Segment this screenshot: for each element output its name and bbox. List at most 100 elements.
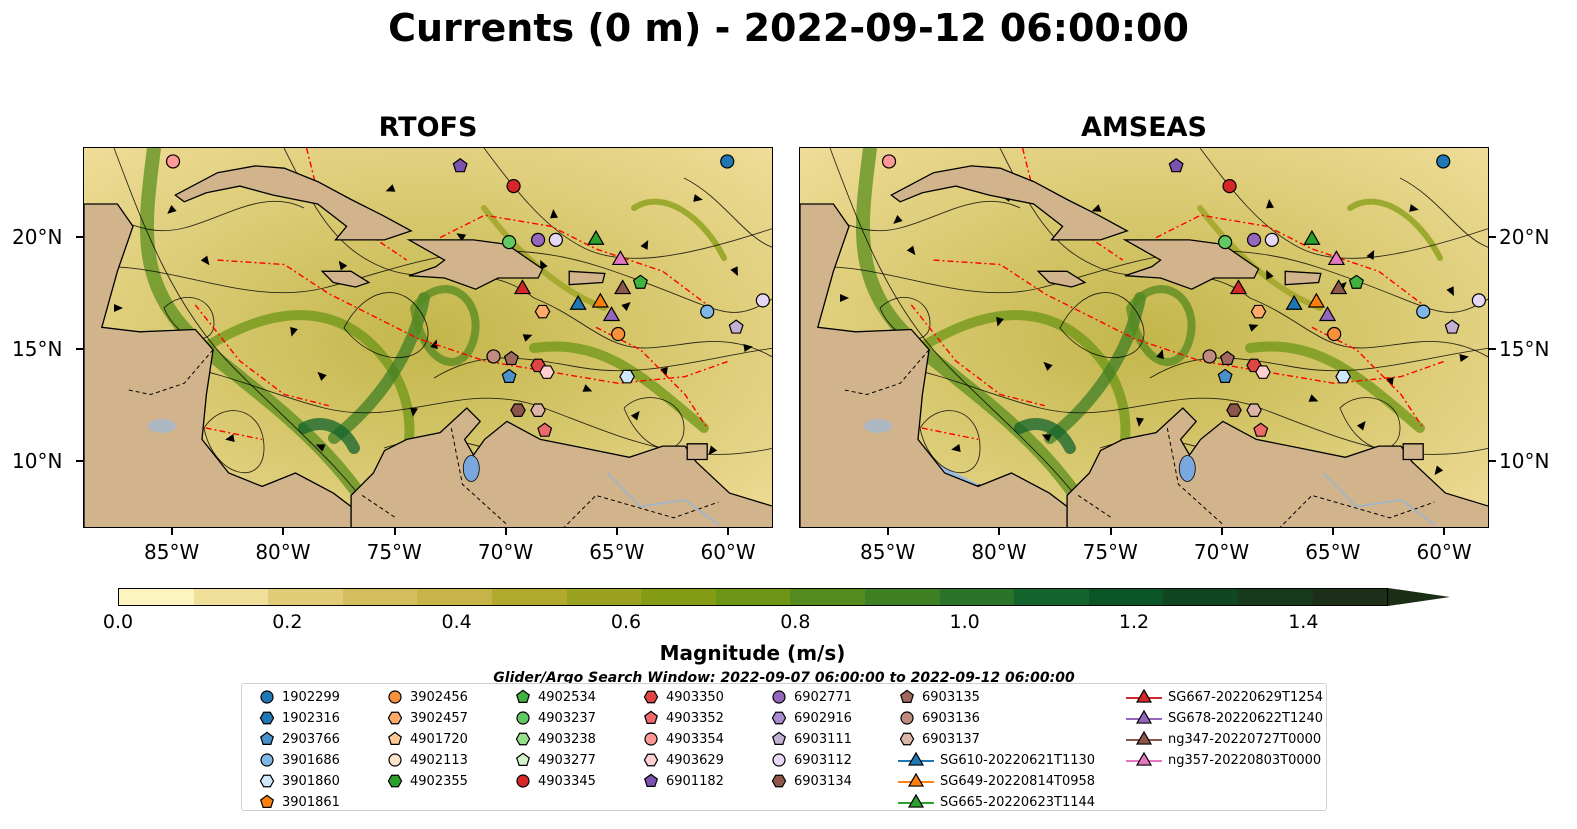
float-marker-6903112[interactable]: [755, 293, 770, 308]
legend-symbol[interactable]: [516, 711, 530, 725]
float-marker-3902456[interactable]: [611, 326, 626, 342]
float-marker-4903629[interactable]: [1255, 365, 1271, 379]
legend-symbol[interactable]: [772, 731, 786, 745]
float-marker-6903135[interactable]: [1219, 350, 1235, 366]
float-marker-6903135[interactable]: [503, 350, 519, 366]
float-marker-sg665-20220623t1144[interactable]: [587, 229, 605, 245]
legend-symbol[interactable]: [643, 753, 659, 767]
float-marker-sg649-20220814t0958[interactable]: [1307, 292, 1326, 308]
colorbar-segment: [193, 589, 269, 605]
legend-symbol[interactable]: [907, 793, 925, 808]
float-marker-6901182[interactable]: [1168, 158, 1184, 173]
float-marker-ng357-20220803t0000[interactable]: [1327, 250, 1346, 266]
float-marker-6901182[interactable]: [452, 158, 468, 173]
float-marker-1902299[interactable]: [720, 154, 735, 169]
float-marker-sg667-20220629t1254[interactable]: [513, 279, 532, 295]
legend-symbol[interactable]: [260, 731, 274, 745]
legend-item: 3902456: [386, 687, 468, 707]
rtofs-map[interactable]: [83, 147, 773, 528]
float-marker-6903137[interactable]: [1246, 403, 1262, 418]
float-marker-4903354[interactable]: [165, 154, 181, 169]
legend-symbol[interactable]: [260, 690, 274, 704]
lat-tick: [1489, 459, 1496, 462]
float-marker-6903137[interactable]: [530, 403, 546, 418]
float-marker-4903237[interactable]: [1218, 235, 1233, 250]
float-marker-ng347-20220727t0000[interactable]: [614, 279, 632, 295]
float-marker-sg649-20220814t0958[interactable]: [591, 292, 610, 308]
legend-symbol[interactable]: [900, 689, 914, 703]
float-marker-4902534[interactable]: [1348, 274, 1364, 289]
float-marker-sg665-20220623t1144[interactable]: [1303, 229, 1321, 245]
float-marker-6903134[interactable]: [510, 403, 526, 418]
legend-symbol[interactable]: [259, 774, 275, 788]
legend-symbol[interactable]: [516, 689, 530, 703]
legend-symbol[interactable]: [516, 752, 530, 766]
float-marker-2903766[interactable]: [1217, 368, 1233, 383]
float-marker-6903136[interactable]: [1202, 349, 1217, 364]
float-marker-4903345[interactable]: [506, 178, 521, 194]
legend-symbol[interactable]: [644, 710, 658, 724]
float-marker-3901686[interactable]: [700, 304, 715, 319]
float-marker-4903629[interactable]: [539, 365, 555, 379]
float-marker-ng357-20220803t0000[interactable]: [611, 250, 630, 266]
float-marker-sg610-20220621t1130[interactable]: [569, 294, 587, 310]
legend-symbol[interactable]: [1135, 688, 1153, 703]
legend-marker-hexagon-icon: [643, 690, 659, 704]
float-marker-3902457[interactable]: [534, 304, 551, 319]
float-marker-ng347-20220727t0000[interactable]: [1330, 279, 1348, 295]
float-marker-3901686[interactable]: [1416, 304, 1431, 319]
float-marker-6903111[interactable]: [1444, 319, 1460, 334]
legend-symbol[interactable]: [644, 773, 658, 787]
legend-symbol[interactable]: [771, 774, 787, 788]
legend-symbol[interactable]: [644, 732, 658, 746]
legend-symbol[interactable]: [388, 731, 402, 745]
float-marker-4903352[interactable]: [537, 422, 553, 437]
float-marker-6902771[interactable]: [1246, 232, 1262, 247]
float-marker-6902771[interactable]: [530, 232, 546, 247]
float-marker-sg667-20220629t1254[interactable]: [1229, 279, 1248, 295]
legend-symbol[interactable]: [260, 794, 274, 808]
legend-symbol[interactable]: [899, 732, 915, 746]
float-marker-4903352[interactable]: [1253, 422, 1269, 437]
float-marker-sg678-20220622t1240[interactable]: [1318, 306, 1337, 322]
float-marker-6903134[interactable]: [1226, 403, 1242, 418]
float-marker-6903112[interactable]: [1264, 232, 1279, 247]
float-marker-6903112[interactable]: [1471, 293, 1486, 308]
float-marker-4903354[interactable]: [881, 154, 897, 169]
legend-symbol[interactable]: [1135, 709, 1153, 724]
amseas-map[interactable]: [799, 147, 1489, 528]
float-marker-3902456[interactable]: [1327, 326, 1342, 342]
legend-symbol[interactable]: [643, 690, 659, 704]
legend-symbol[interactable]: [1135, 751, 1153, 766]
float-marker-6903136[interactable]: [486, 349, 501, 364]
float-marker-6903111[interactable]: [728, 319, 744, 334]
legend-symbol[interactable]: [1135, 730, 1153, 745]
float-marker-sg610-20220621t1130[interactable]: [1285, 294, 1303, 310]
legend-symbol[interactable]: [907, 751, 925, 766]
float-marker-sg678-20220622t1240[interactable]: [602, 306, 621, 322]
legend-symbol[interactable]: [515, 732, 531, 746]
legend-symbol[interactable]: [900, 711, 914, 725]
float-marker-3902457[interactable]: [1250, 304, 1267, 319]
legend-item: SG678-20220622T1240: [1126, 708, 1323, 728]
float-marker-3901860[interactable]: [1335, 369, 1351, 384]
legend-symbol[interactable]: [259, 711, 275, 725]
float-marker-1902299[interactable]: [1436, 154, 1451, 169]
legend-symbol[interactable]: [907, 772, 925, 787]
legend-symbol[interactable]: [516, 774, 530, 788]
legend-symbol[interactable]: [260, 753, 274, 767]
legend-symbol[interactable]: [388, 690, 402, 704]
legend-symbol[interactable]: [772, 753, 786, 767]
float-marker-3901860[interactable]: [619, 369, 635, 384]
float-marker-2903766[interactable]: [501, 368, 517, 383]
streamline-arrow: [522, 334, 533, 342]
legend-symbol[interactable]: [771, 711, 787, 725]
legend-symbol[interactable]: [387, 774, 403, 788]
legend-symbol[interactable]: [387, 711, 403, 725]
float-marker-4902534[interactable]: [632, 274, 648, 289]
float-marker-4903345[interactable]: [1222, 178, 1237, 194]
legend-symbol[interactable]: [388, 753, 402, 767]
float-marker-4903237[interactable]: [502, 235, 517, 250]
float-marker-6903112[interactable]: [548, 232, 563, 247]
legend-symbol[interactable]: [772, 690, 786, 704]
